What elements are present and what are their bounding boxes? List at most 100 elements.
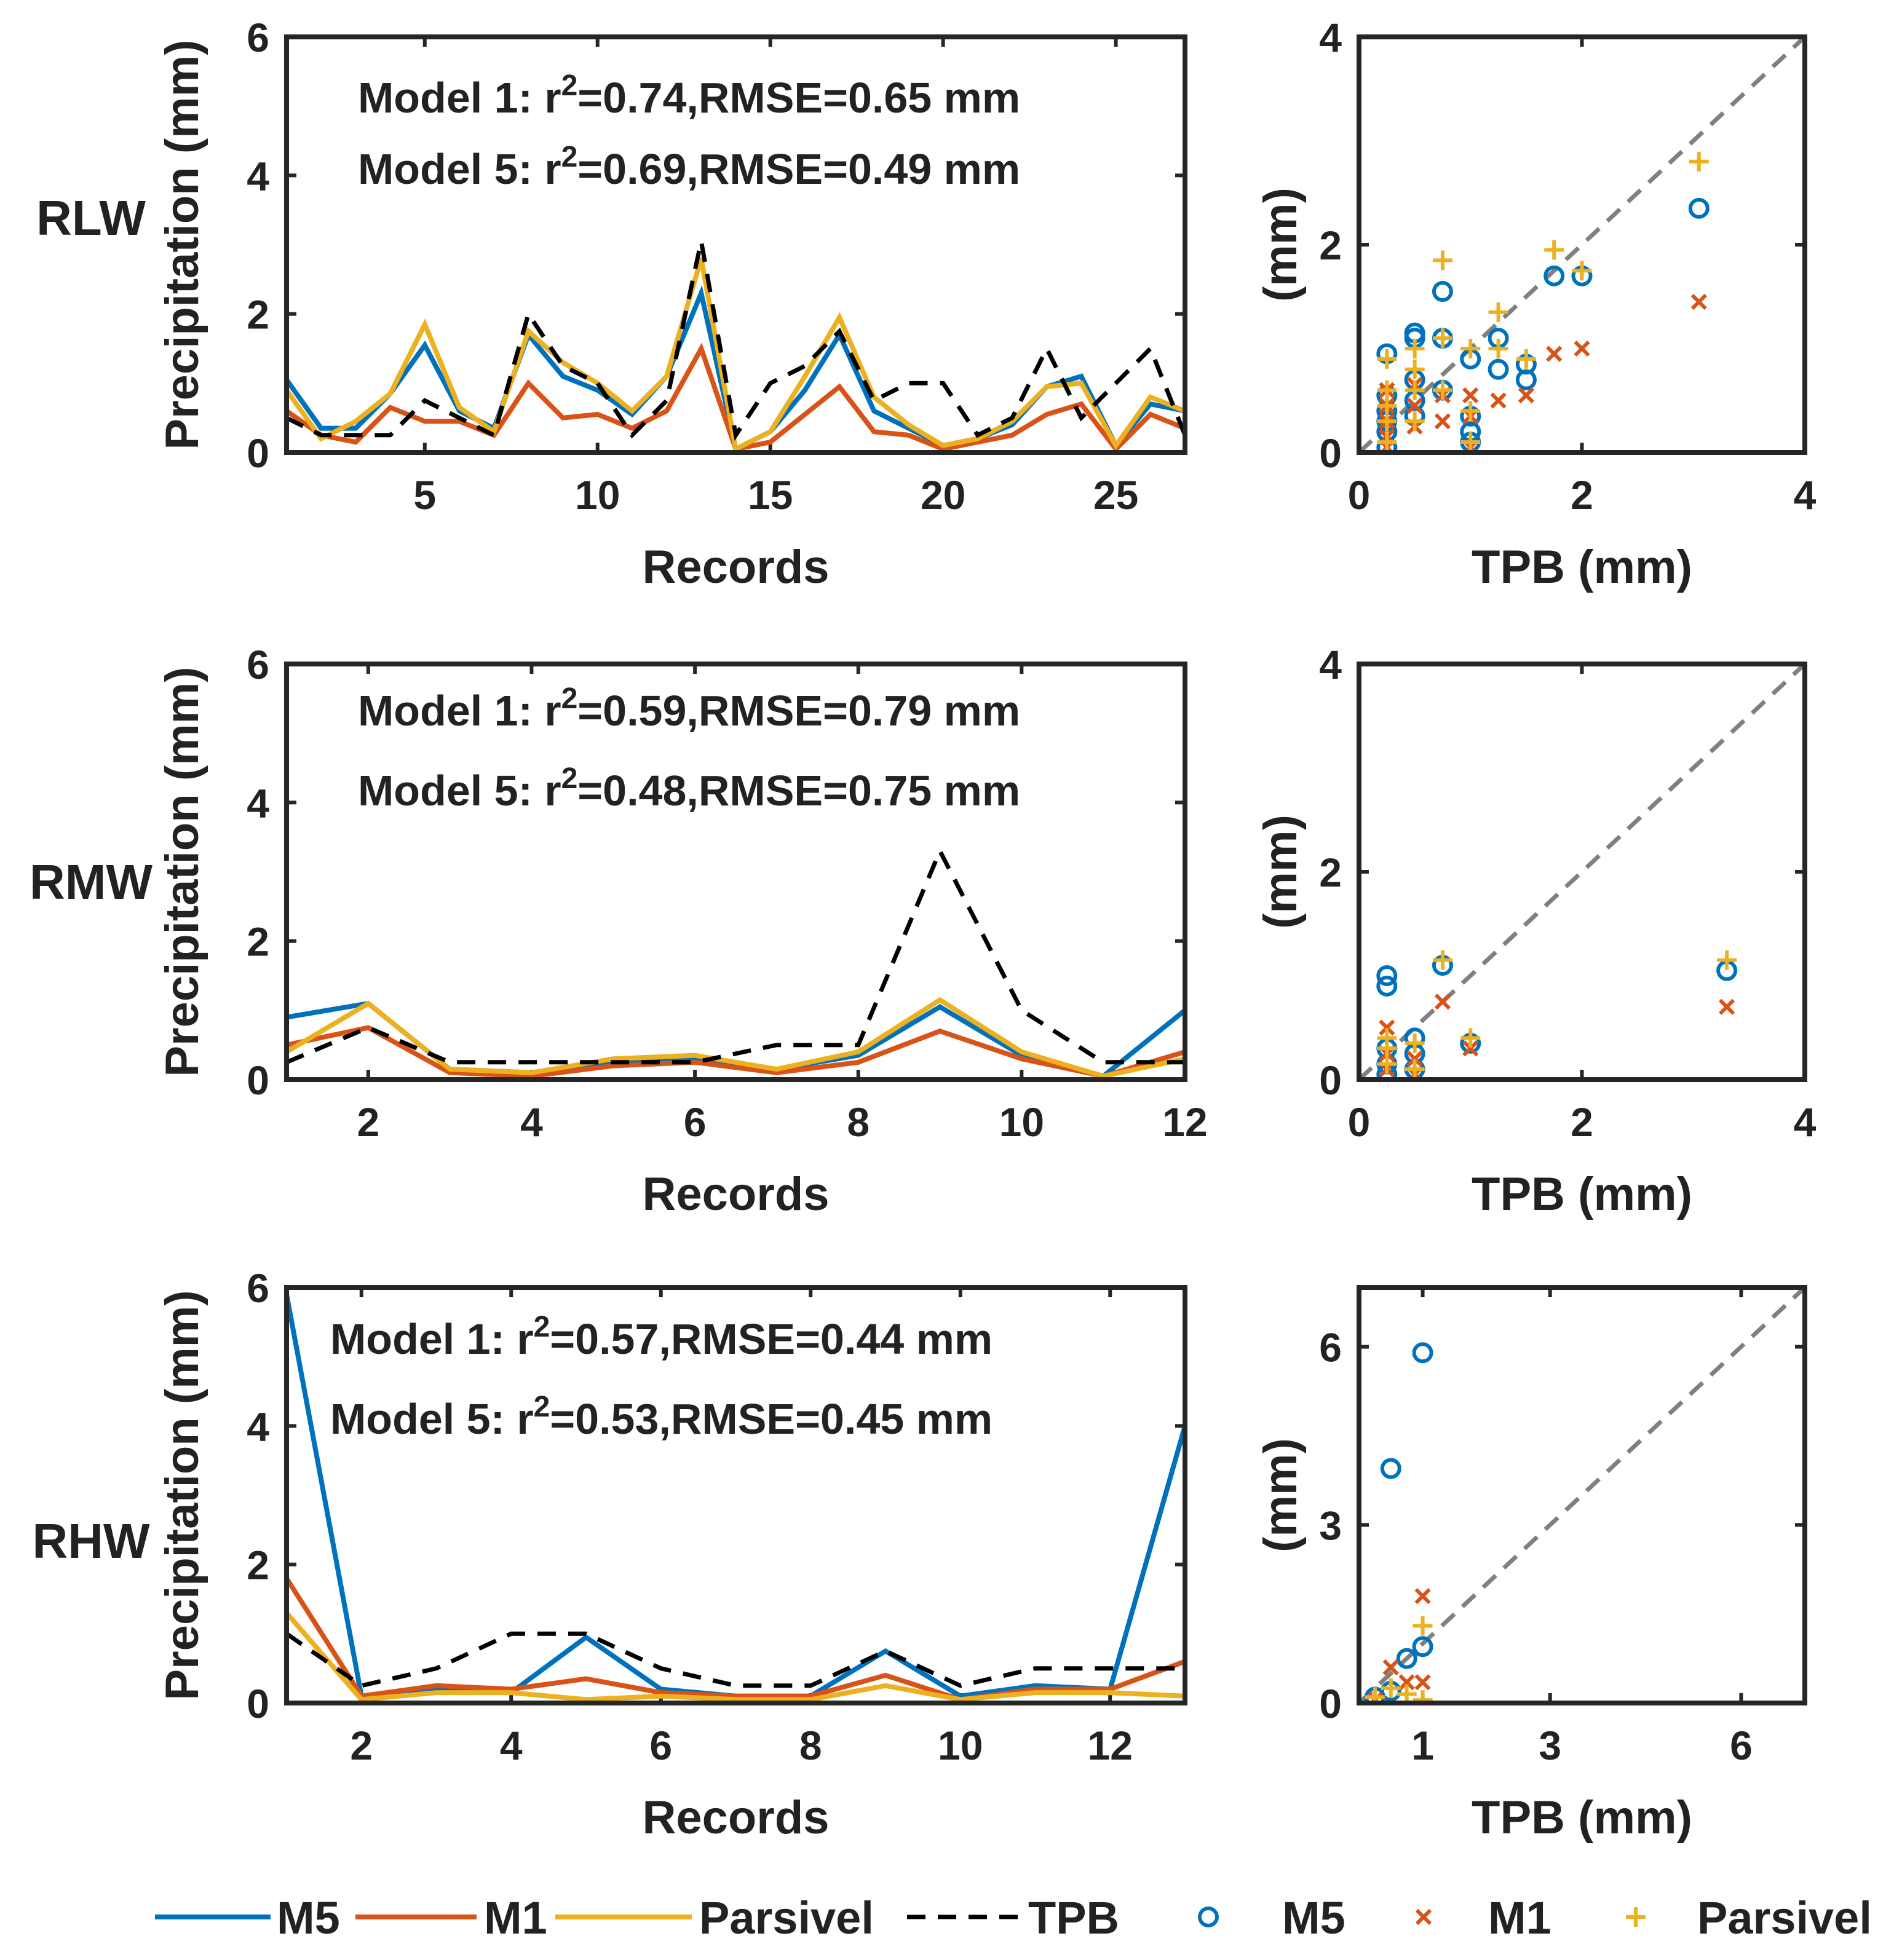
stat-superscript: 2: [534, 1311, 550, 1343]
y-tick-label: 0: [247, 430, 269, 476]
stat-prefix: Model 5: r: [330, 1395, 534, 1443]
stat-superscript: 2: [561, 69, 578, 102]
x-axis-label: Records: [642, 541, 829, 593]
scatter-point-parsivel: [1460, 401, 1481, 421]
x-tick-label: 12: [1088, 1723, 1133, 1768]
legend-label: M5: [1282, 1892, 1345, 1943]
scatter-point-m1: [1379, 1019, 1395, 1036]
scatter-point-m5: [1396, 1648, 1417, 1669]
scatter-point-parsivel: [1544, 240, 1564, 260]
scatter-point-parsivel: [1381, 1678, 1401, 1698]
stat-annotation-line-1: Model 1: r2=0.74,RMSE=0.65 mm: [358, 69, 1020, 122]
scatter-point-m1: [1434, 413, 1451, 430]
legend-item-m5: M5: [155, 1892, 340, 1943]
y-tick-label: 4: [247, 153, 269, 199]
x-axis-label: Records: [642, 1792, 829, 1844]
series-line-m1: [287, 1025, 1185, 1079]
one-to-one-line: [1357, 1286, 1807, 1705]
y-tick-label: 3: [1319, 1503, 1342, 1548]
scatter-point-parsivel: [1717, 950, 1737, 970]
y-tick-label: 2: [247, 292, 269, 338]
scatter-point-parsivel: [1377, 1054, 1397, 1074]
scatter-point-m1: [1574, 340, 1590, 357]
x-tick-label: 4: [1794, 472, 1817, 518]
line-plot-2: 2 4 6 8 10 12 0 2 4 6 Records Precipitation (mm) Mod…: [156, 642, 1208, 1220]
scatter-point-parsivel: [1377, 432, 1397, 452]
y-tick-label: 2: [247, 1543, 269, 1588]
scatter-point-parsivel: [1572, 261, 1592, 281]
stat-prefix: Model 5: r: [358, 767, 561, 815]
scatter-point-parsivel: [1432, 328, 1452, 349]
x-tick-label: 2: [1571, 1099, 1593, 1145]
x-tick-label: 0: [1348, 472, 1371, 518]
scatter-point-parsivel: [1432, 950, 1452, 970]
stat-superscript: 2: [561, 141, 578, 173]
series-line-tpb: [287, 240, 1185, 441]
y-axis-label: Precipitation (mm): [156, 1290, 208, 1700]
legend-label: M1: [1488, 1892, 1551, 1943]
scatter-point-m1: [1719, 998, 1735, 1015]
y-axis-label: Precipitation (mm): [156, 39, 208, 449]
y-axis-label: (mm): [1254, 188, 1307, 302]
legend-item-tpb: TPB: [907, 1892, 1119, 1943]
scatter-point-m5: [1376, 965, 1398, 986]
scatter-point-m1: [1414, 1588, 1431, 1605]
row-label-rhw: RHW: [32, 1514, 150, 1568]
legend-label: TPB: [1028, 1892, 1119, 1943]
x-axis-label: Records: [642, 1168, 829, 1220]
x-tick-label: 10: [938, 1723, 983, 1768]
plot-frame: [1357, 34, 1807, 455]
stat-annotation-line-2: Model 5: r2=0.48,RMSE=0.75 mm: [358, 762, 1020, 815]
scatter-point-m5: [1380, 1458, 1401, 1479]
scatter-point-parsivel: [1460, 432, 1481, 452]
x-tick-label: 6: [1730, 1723, 1753, 1768]
x-tick-label: 25: [1093, 472, 1138, 518]
y-tick-label: 2: [247, 919, 269, 965]
stat-values: =0.69,RMSE=0.49 mm: [577, 145, 1020, 193]
scatter-point-parsivel: [1432, 380, 1452, 400]
series-group: [287, 1294, 1185, 1702]
y-tick-label: 6: [1319, 1325, 1342, 1370]
x-tick-label: 2: [1571, 472, 1593, 518]
x-tick-label: 10: [575, 472, 620, 518]
scatter-plot-1: 0 2 4 0 2 4 TPB (mm) (mm): [1254, 15, 1817, 593]
y-axis-label: (mm): [1254, 815, 1307, 929]
row-label-rlw: RLW: [36, 191, 146, 245]
legend-marker: [1415, 1908, 1432, 1926]
scatter-point-parsivel: [1405, 380, 1425, 400]
scatter-point-m1: [1434, 994, 1451, 1010]
scatter-point-parsivel: [1405, 339, 1425, 358]
scatter-point-parsivel: [1377, 349, 1397, 369]
scatter-point-m5: [1688, 197, 1710, 219]
stat-prefix: Model 1: r: [358, 74, 561, 122]
line-plot-0: 5 10 15 20 25 0 2 4 6 Records Precipitation (mm) Mo…: [156, 15, 1187, 593]
scatter-point-parsivel: [1365, 1687, 1385, 1703]
y-tick-label: 4: [247, 780, 269, 826]
legend-label: Parsivel: [699, 1892, 874, 1943]
scatter-point-m1: [1382, 1659, 1399, 1676]
scatter-point-m1: [1398, 1674, 1415, 1691]
series-group: [287, 240, 1185, 452]
plot-frame: [284, 34, 1187, 455]
stat-values: =0.74,RMSE=0.65 mm: [577, 74, 1020, 122]
x-tick-label: 0: [1348, 1099, 1371, 1145]
legend-marker: [1198, 1907, 1219, 1927]
stat-superscript: 2: [561, 682, 578, 715]
one-to-one-line: [1357, 662, 1807, 1081]
stat-annotation-line-2: Model 5: r2=0.69,RMSE=0.49 mm: [358, 141, 1020, 193]
plot-frame: [284, 1285, 1187, 1705]
legend-item-parsivel: Parsivel: [555, 1892, 874, 1943]
plot-frame: [284, 662, 1187, 1082]
scatter-point-parsivel: [1377, 411, 1397, 432]
y-tick-label: 6: [247, 1265, 269, 1311]
y-tick-label: 0: [247, 1681, 269, 1726]
x-tick-label: 2: [350, 1723, 373, 1768]
row-label-rmw: RMW: [30, 855, 153, 909]
scatter-point-m1: [1406, 397, 1423, 414]
series-line-tpb: [287, 845, 1185, 1065]
marker-group: [1364, 1342, 1433, 1703]
y-tick-label: 6: [247, 642, 269, 687]
scatter-point-parsivel: [1405, 359, 1425, 379]
scatter-point-parsivel: [1516, 349, 1536, 369]
x-tick-label: 2: [357, 1099, 379, 1145]
